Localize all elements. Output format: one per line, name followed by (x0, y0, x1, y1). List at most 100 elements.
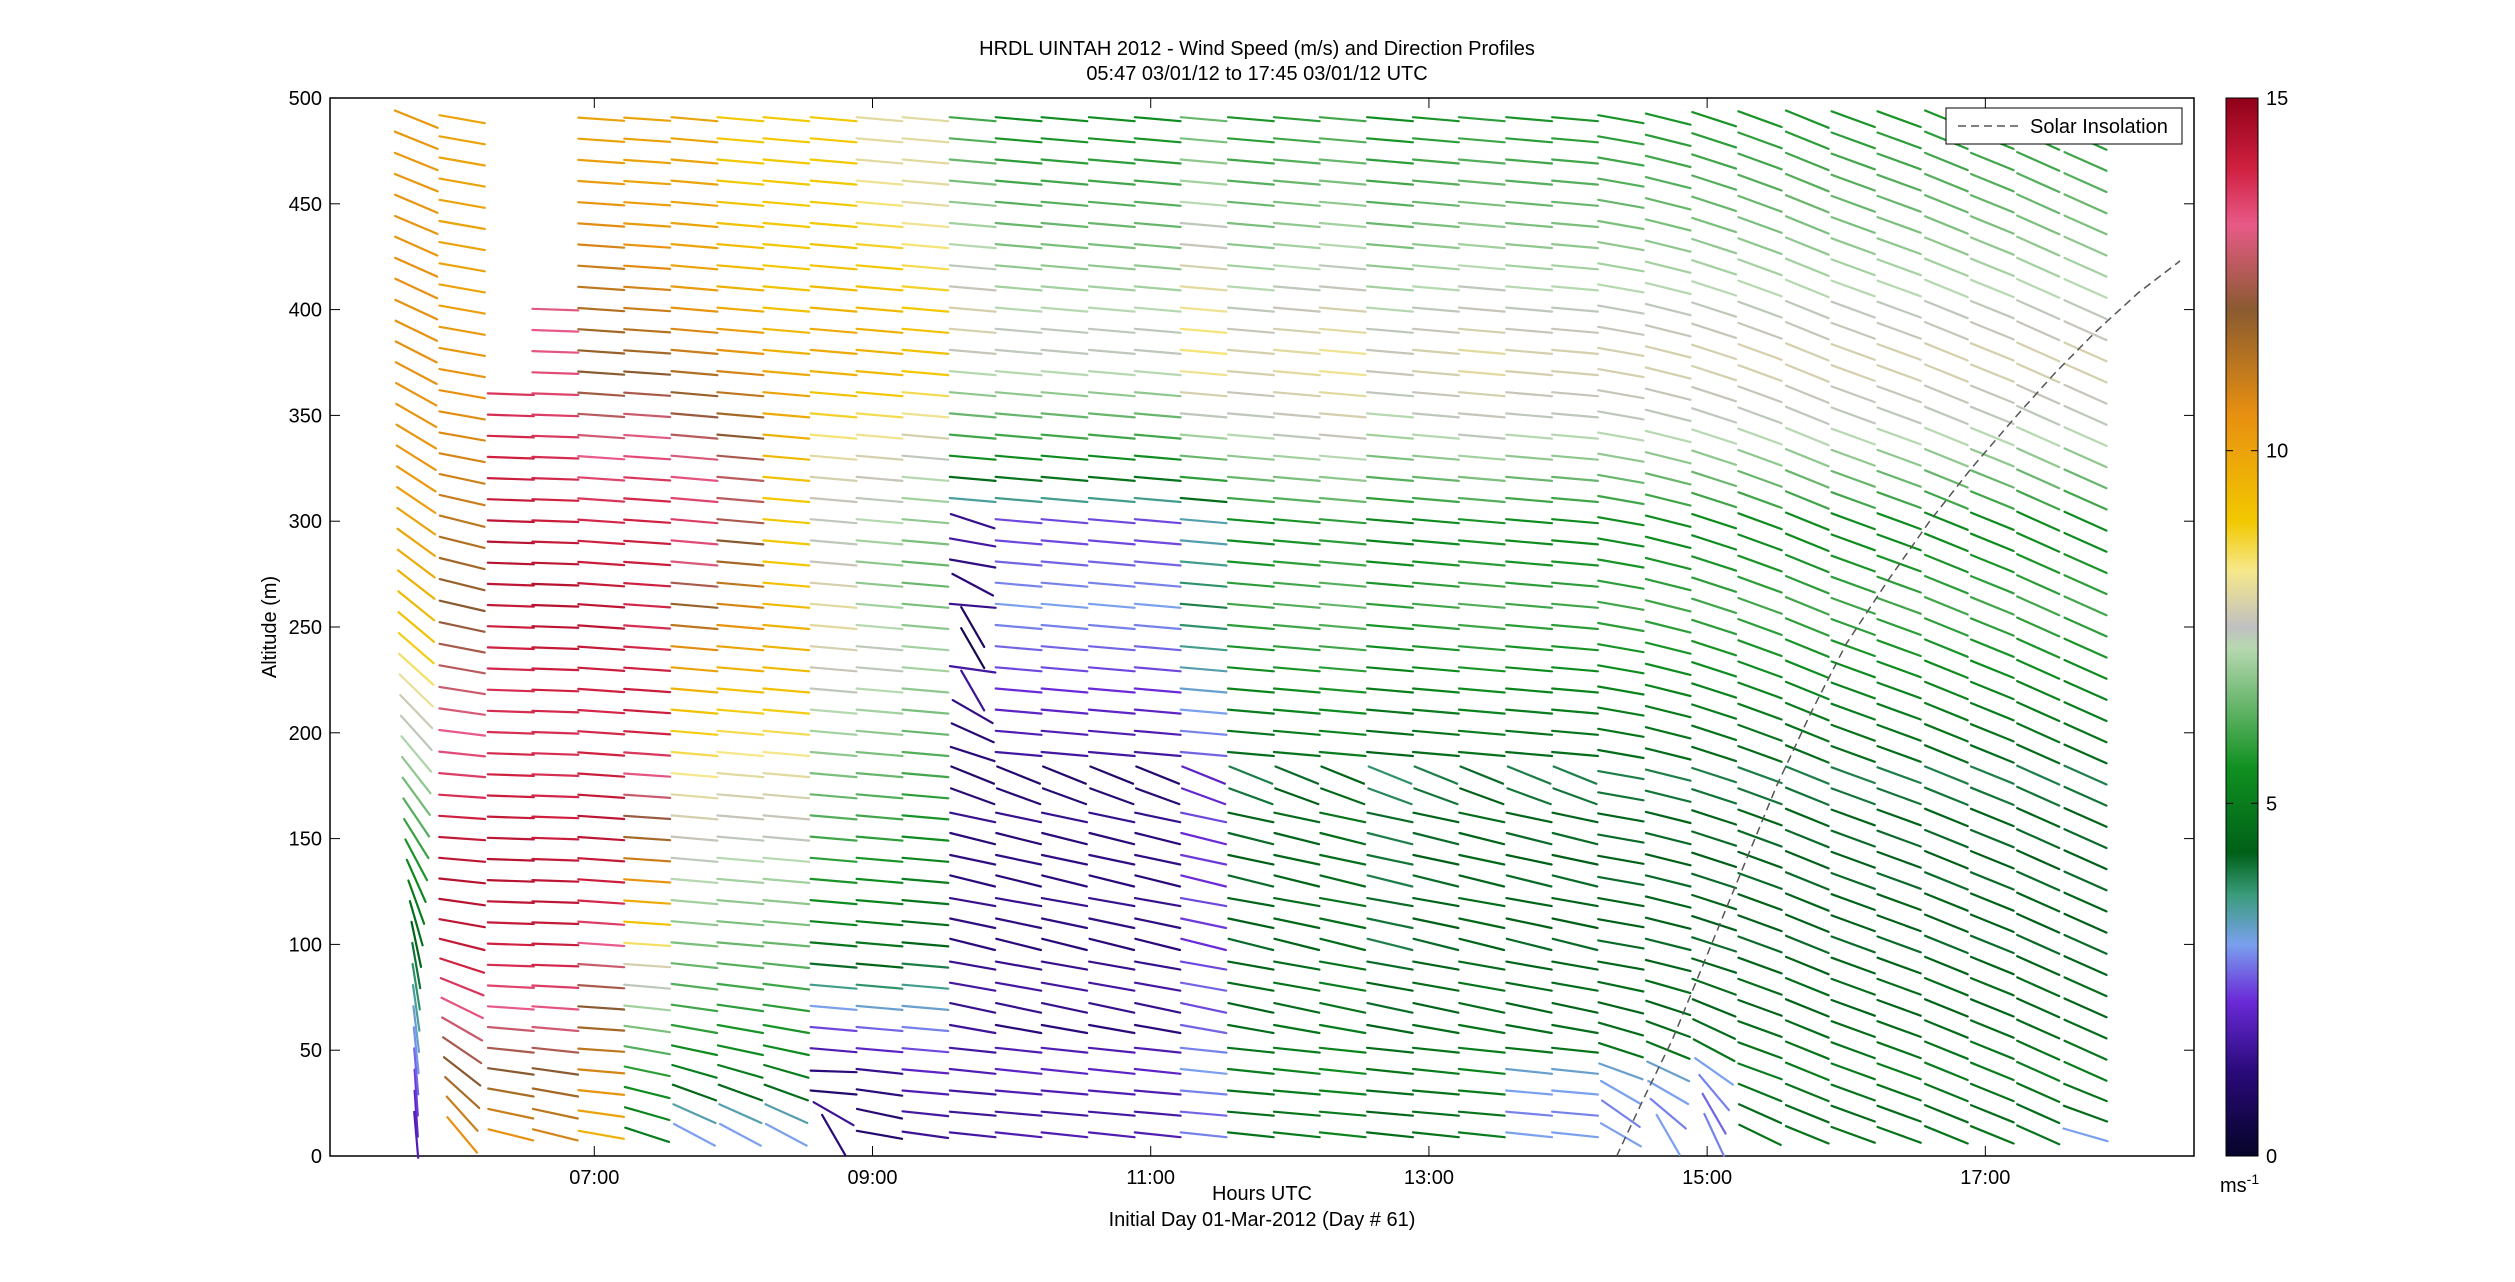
wind-barb (486, 561, 535, 566)
wind-barb (1644, 747, 1692, 761)
wind-barb (855, 1025, 904, 1033)
wind-barb (2016, 743, 2061, 765)
chart-title: HRDL UINTAH 2012 - Wind Speed (m/s) and … (979, 38, 1535, 60)
wind-barb (1457, 221, 1506, 229)
wind-barb (1550, 116, 1600, 123)
wind-barb (1411, 137, 1460, 144)
wind-barb (1876, 385, 1922, 404)
wind-barb (762, 348, 811, 355)
wind-barb (1505, 391, 1554, 398)
wind-barb (1644, 937, 1692, 952)
wind-barb (531, 1128, 579, 1142)
wind-barb (855, 306, 904, 313)
wind-barb (1272, 285, 1321, 292)
wind-barb (1318, 645, 1367, 652)
wind-barb (2016, 828, 2061, 850)
wind-barb (1784, 1103, 1830, 1124)
wind-barb (2016, 341, 2061, 363)
wind-barb (2063, 489, 2108, 511)
wind-barb (1644, 514, 1692, 528)
wind-barbs (393, 108, 2109, 1159)
wind-barb (396, 486, 437, 515)
wind-barb (1505, 750, 1554, 758)
wind-barb (1318, 137, 1367, 144)
wind-barb (994, 412, 1043, 419)
wind-barb (2016, 151, 2061, 172)
wind-barb (1644, 704, 1692, 719)
wind-barb (396, 527, 436, 558)
wind-barb (1365, 496, 1415, 504)
wind-barb (1550, 475, 1600, 482)
wind-barb (1551, 937, 1599, 952)
wind-barb (1133, 454, 1182, 461)
wind-barb (809, 243, 858, 250)
x-axis-label: Hours UTC (1212, 1183, 1312, 1205)
wind-barb (1923, 1125, 1969, 1145)
wind-barb (1411, 645, 1460, 652)
wind-barb (2016, 447, 2061, 469)
wind-barb (1876, 364, 1922, 382)
wind-barb (994, 179, 1043, 186)
wind-barb (670, 856, 719, 863)
wind-barb (1784, 299, 1830, 320)
wind-barb (994, 666, 1043, 673)
wind-barb (1969, 744, 2015, 764)
wind-barb (1365, 221, 1415, 229)
wind-barb (901, 666, 950, 673)
wind-barb (1923, 532, 1969, 553)
wind-barb (950, 765, 996, 785)
wind-barb (1040, 391, 1089, 398)
wind-barb (1411, 1046, 1460, 1054)
wind-barb (397, 631, 435, 665)
wind-barb (1272, 602, 1321, 609)
wind-barb (1923, 553, 1969, 574)
wind-barb (762, 179, 811, 186)
wind-barb (438, 599, 486, 613)
wind-barb (2016, 235, 2061, 257)
wind-barb (1226, 666, 1275, 673)
wind-barb (1969, 976, 2015, 997)
wind-barb (1411, 750, 1460, 758)
wind-barb (2016, 595, 2061, 617)
wind-barb (948, 264, 997, 271)
wind-barb (1087, 1067, 1136, 1075)
wind-barb (809, 306, 858, 313)
wind-barb (1969, 617, 2015, 637)
wind-barb (1784, 109, 1830, 129)
wind-barb (762, 285, 811, 292)
wind-barb (809, 1047, 858, 1054)
wind-barb (1550, 1067, 1600, 1075)
wind-barb (623, 772, 672, 778)
wind-barb (1691, 512, 1738, 530)
wind-barb (1923, 955, 1969, 976)
wind-barb (531, 794, 580, 799)
wind-barb (1784, 765, 1830, 785)
wind-barb (1644, 768, 1692, 782)
wind-barb (394, 277, 439, 300)
wind-barb (994, 917, 1043, 930)
wind-barb (1365, 1067, 1415, 1075)
wind-barb (577, 518, 626, 524)
wind-barb (402, 797, 431, 838)
wind-barb (716, 433, 765, 440)
wind-barb (1413, 787, 1459, 806)
wind-barb (1179, 306, 1228, 313)
wind-barb (1876, 469, 1922, 488)
wind-barb (1457, 496, 1506, 504)
wind-barb (1412, 981, 1460, 992)
x-tick-label: 07:00 (569, 1167, 619, 1189)
wind-barb (1550, 454, 1600, 461)
wind-barb (762, 602, 811, 609)
wind-barb (623, 349, 672, 355)
wind-barb (1226, 1110, 1275, 1117)
wind-barb (809, 348, 858, 355)
wind-barb (994, 137, 1043, 144)
wind-barb (1830, 723, 1876, 742)
wind-barb (994, 581, 1043, 588)
wind-barb (951, 698, 994, 725)
wind-barb (762, 370, 811, 377)
wind-barb (1087, 433, 1136, 440)
colorbar-tick-label: 0 (2266, 1146, 2277, 1168)
wind-barb (1923, 744, 1969, 764)
wind-barb (1923, 871, 1969, 891)
